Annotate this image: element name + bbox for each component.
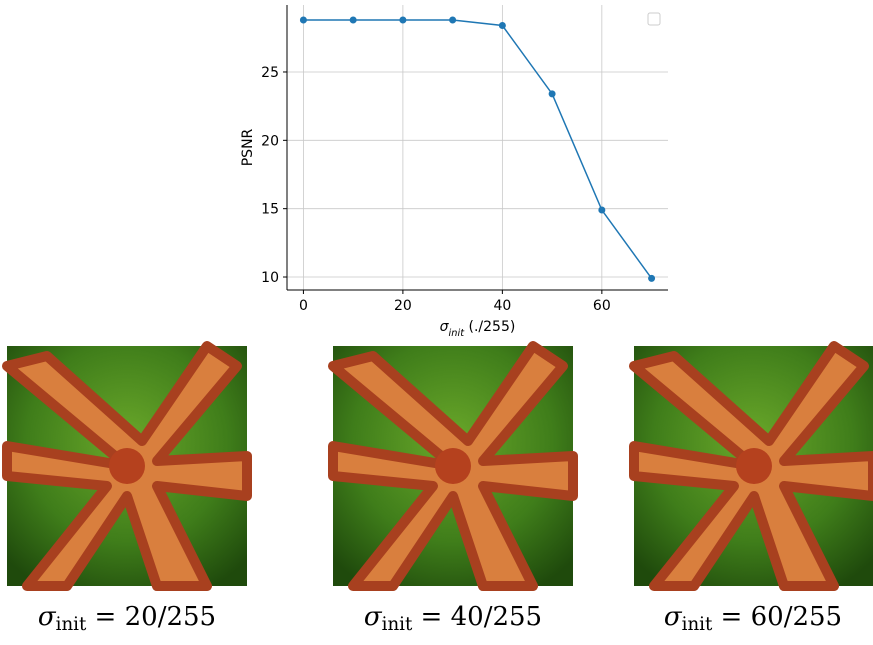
symbol: σ [364, 602, 383, 632]
label: σinit = 40/255 [364, 602, 542, 635]
symbol: σ [38, 602, 57, 632]
symbol: σ [664, 602, 683, 632]
x-tick-label: 60 [593, 298, 611, 314]
label-text: = 40/255 [412, 602, 542, 632]
point [498, 22, 506, 30]
point [598, 206, 606, 214]
label: σinit = 60/255 [664, 602, 842, 635]
x-tick-label: 0 [299, 298, 308, 314]
subscript: init [682, 614, 713, 635]
image-2 [328, 341, 578, 591]
y-tick-label: 20 [261, 133, 279, 149]
subscript: init [449, 328, 466, 339]
point [449, 16, 457, 24]
subscript: init [56, 614, 87, 635]
label-text: (./255) [464, 319, 515, 335]
point [399, 16, 407, 24]
point [548, 90, 556, 98]
point [648, 274, 656, 282]
y-tick-label: 25 [261, 65, 279, 81]
image-3 [629, 341, 873, 591]
y-tick-label: 10 [261, 270, 279, 286]
line [303, 19, 653, 279]
image-1 [2, 341, 252, 591]
x-tick-label: 40 [493, 298, 511, 314]
label-text: = 20/255 [86, 602, 216, 632]
image-panels [2, 341, 873, 591]
legend-box [647, 12, 661, 26]
x-tick-label: 20 [394, 298, 412, 314]
label: σinit = 20/255 [38, 602, 216, 635]
y-tick-label: 15 [261, 202, 279, 218]
label: σinit (./255) [440, 319, 516, 339]
point [349, 16, 357, 24]
y-axis-label: PSNR [240, 128, 256, 166]
subscript: init [382, 614, 413, 635]
symbol: σ [440, 319, 450, 335]
label-text: = 60/255 [712, 602, 842, 632]
point [299, 16, 307, 24]
